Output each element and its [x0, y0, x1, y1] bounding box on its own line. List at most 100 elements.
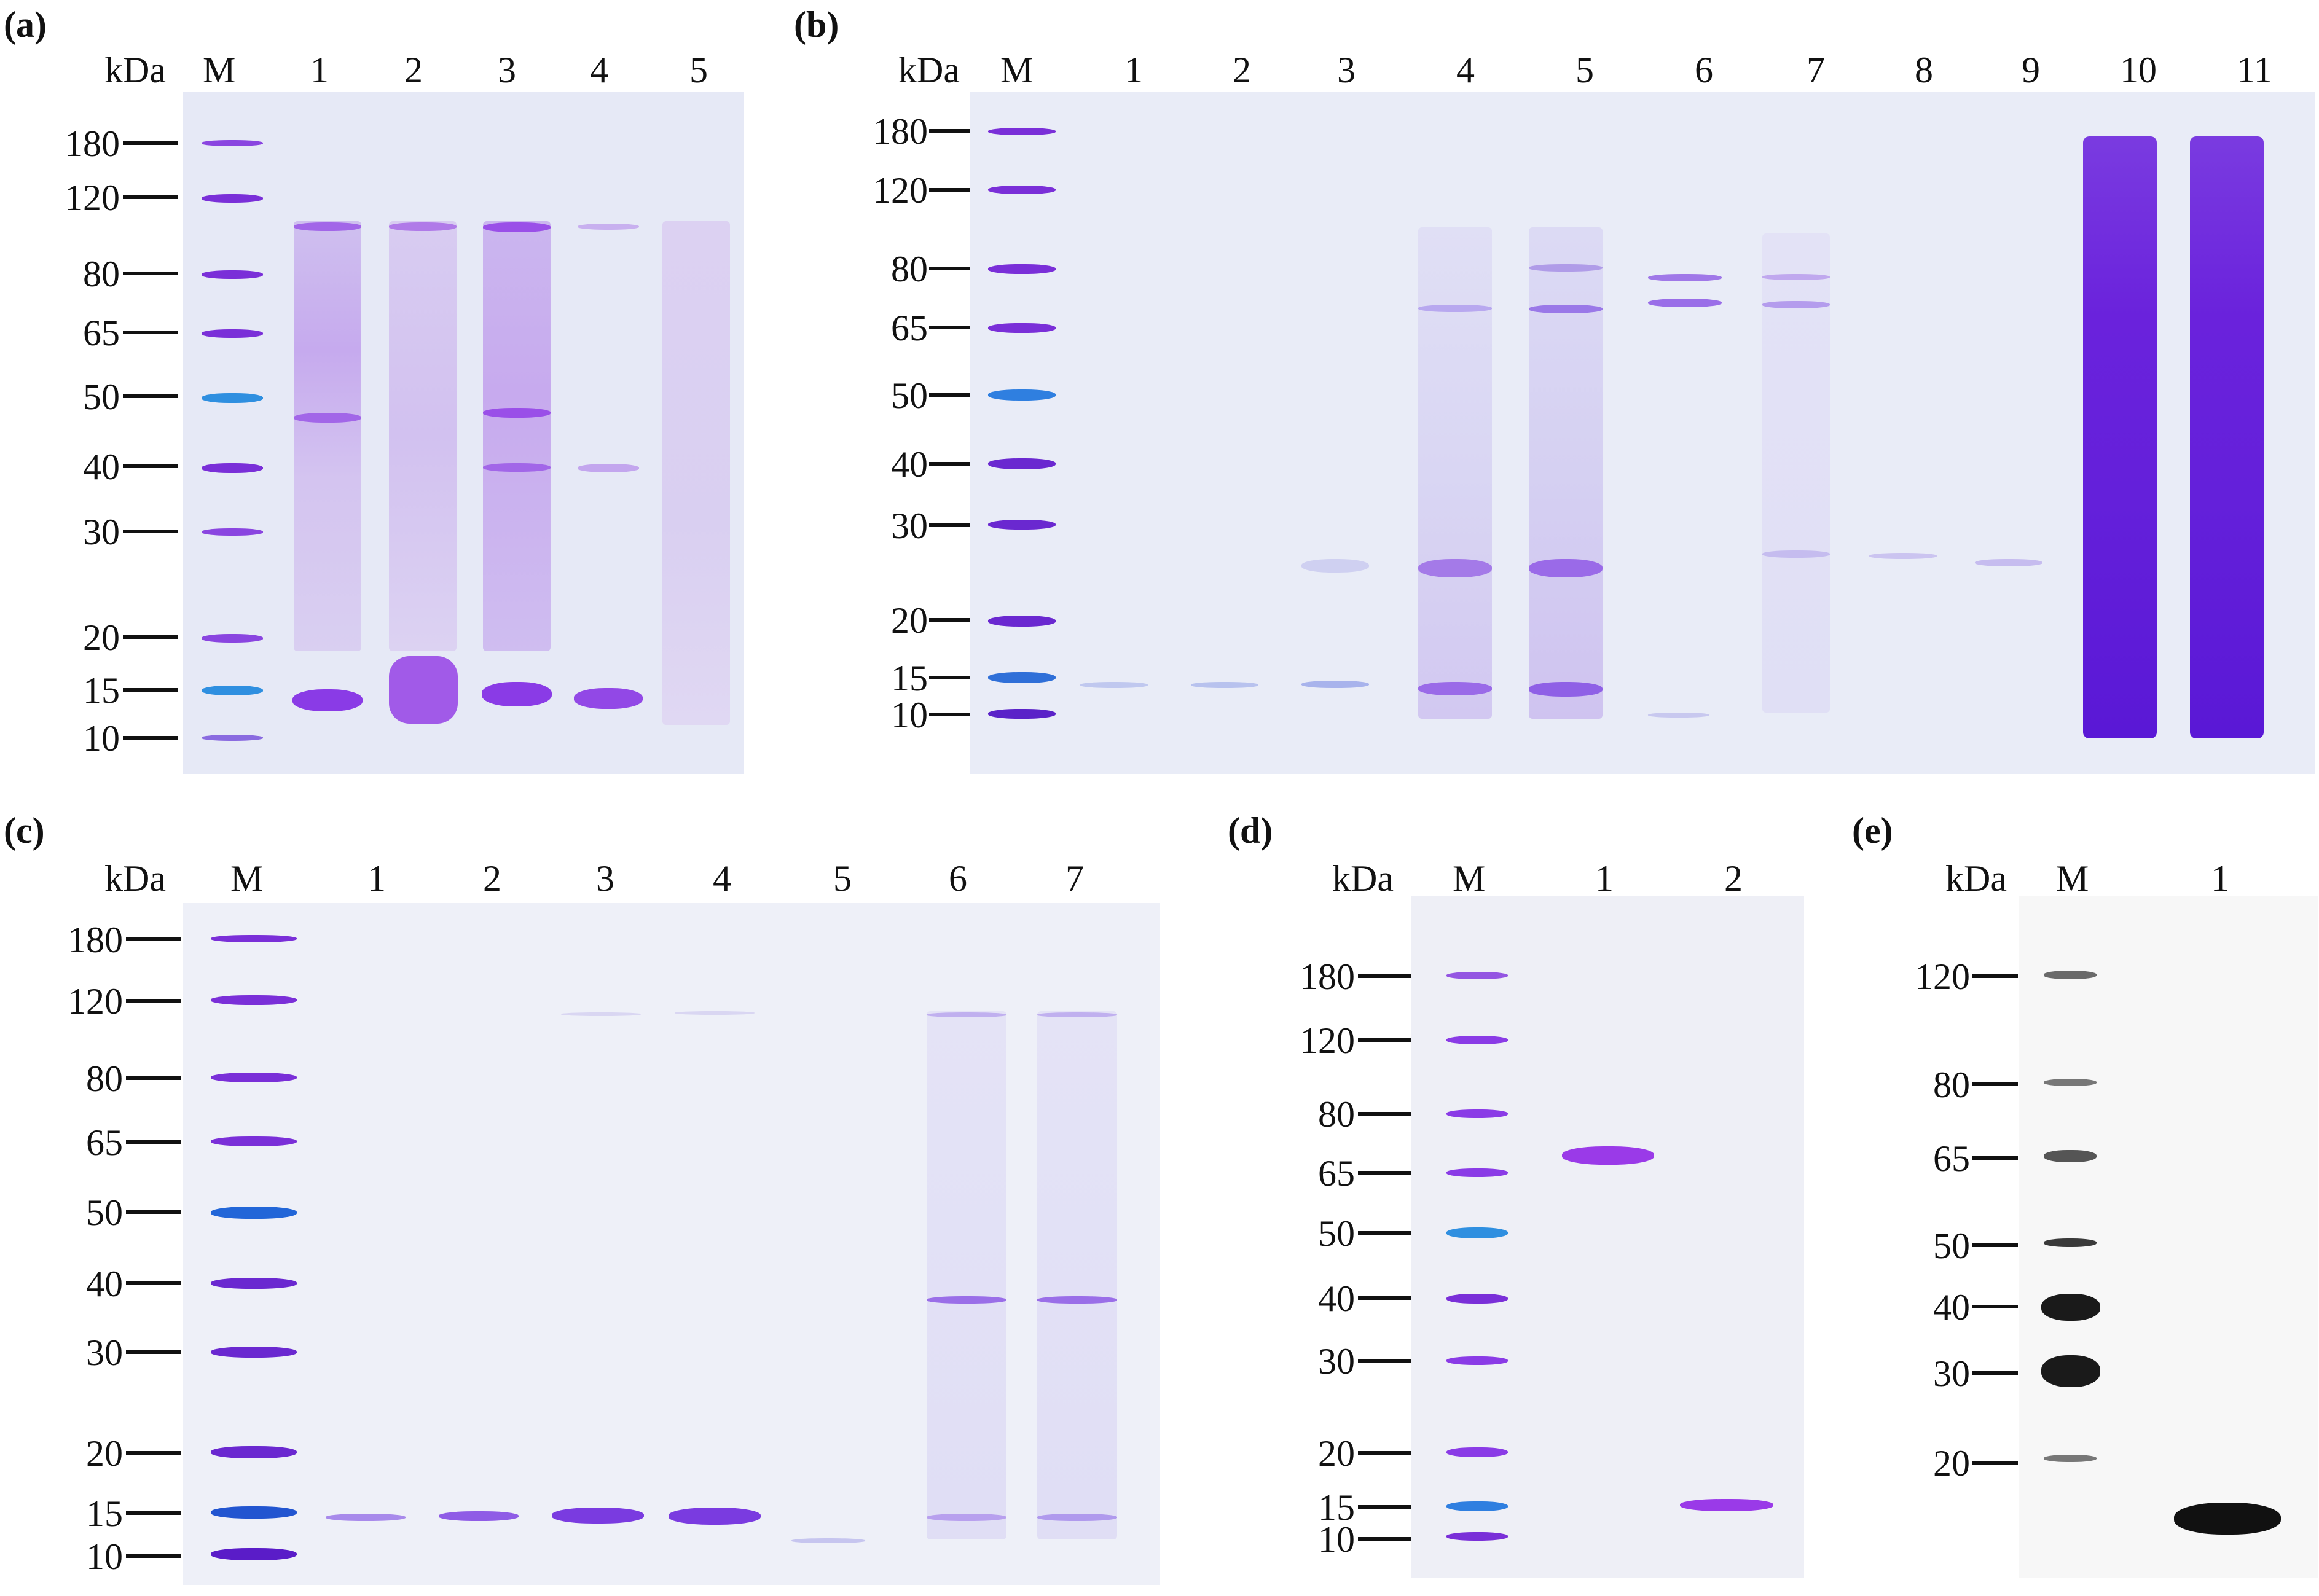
- lane-label: 1: [310, 50, 329, 90]
- panel-label-b: (b): [794, 4, 839, 45]
- gel-band: [1418, 682, 1492, 695]
- mw-tick: [1972, 1371, 2018, 1375]
- mw-tick: [929, 618, 986, 622]
- gel-band: [1037, 1514, 1117, 1521]
- marker-lane-label: M: [1453, 858, 1486, 899]
- mw-label: 50: [1933, 1226, 1970, 1266]
- mw-label: 40: [1318, 1278, 1355, 1319]
- mw-label: 50: [83, 377, 120, 417]
- mw-label: 30: [1318, 1341, 1355, 1382]
- gel-band: [1529, 305, 1603, 313]
- gel-band: [211, 1446, 297, 1458]
- unit-label: kDa: [1332, 858, 1394, 899]
- lane-label: 6: [949, 858, 967, 899]
- mw-label: 65: [1318, 1153, 1355, 1194]
- gel-band: [1529, 227, 1603, 719]
- mw-tick: [1358, 1038, 1413, 1042]
- gel-band: [202, 634, 263, 643]
- gel-band: [482, 682, 552, 706]
- mw-label: 10: [86, 1536, 123, 1577]
- mw-label: 120: [1300, 1020, 1355, 1061]
- lane-label: 1: [367, 858, 386, 899]
- lane-label: 11: [2237, 50, 2272, 90]
- unit-label: kDa: [104, 858, 166, 899]
- gel-band: [1869, 553, 1937, 559]
- gel-band: [988, 264, 1056, 274]
- mw-label: 80: [86, 1058, 123, 1099]
- gel-band: [1037, 1296, 1117, 1304]
- gel-band: [1301, 681, 1369, 688]
- gel-band: [1418, 227, 1492, 719]
- gel-band: [202, 686, 263, 695]
- mw-tick: [929, 676, 986, 679]
- gel-band: [1529, 682, 1603, 697]
- gel-band: [927, 1012, 1006, 1017]
- lane-label: 2: [1724, 858, 1743, 899]
- lane-label: 5: [689, 50, 708, 90]
- mw-label: 120: [65, 178, 120, 218]
- mw-label: 120: [873, 170, 928, 211]
- mw-label: 20: [1933, 1443, 1970, 1484]
- mw-label: 40: [83, 447, 120, 487]
- gel-band: [1648, 274, 1722, 281]
- mw-tick: [1972, 1461, 2018, 1465]
- gel-band: [483, 463, 551, 472]
- mw-tick: [929, 713, 986, 716]
- unit-label: kDa: [898, 50, 960, 90]
- gel-band: [1446, 1356, 1508, 1365]
- mw-tick: [929, 523, 986, 527]
- gel-band: [1762, 233, 1830, 713]
- gel-band: [927, 1514, 1006, 1521]
- mw-tick: [1972, 1156, 2018, 1160]
- gel-band: [574, 688, 643, 709]
- lane-label: 4: [1456, 50, 1475, 90]
- gel-band: [202, 528, 263, 536]
- gel-band: [1418, 305, 1492, 312]
- gel-band: [326, 1514, 406, 1521]
- gel-band: [483, 408, 551, 418]
- gel-band: [675, 1011, 755, 1015]
- marker-lane-label: M: [230, 858, 264, 899]
- gel-band: [2041, 1355, 2100, 1387]
- mw-tick: [1358, 1296, 1413, 1300]
- lane-label: 7: [1807, 50, 1825, 90]
- gel-band: [483, 222, 551, 232]
- lane-label: 8: [1915, 50, 1933, 90]
- mw-label: 120: [1915, 956, 1970, 997]
- mw-label: 80: [891, 249, 928, 289]
- mw-tick: [1358, 1171, 1413, 1175]
- gel-band: [2174, 1503, 2281, 1535]
- mw-tick: [126, 1281, 181, 1285]
- gel-band: [389, 221, 457, 651]
- mw-label: 65: [83, 313, 120, 353]
- lane-label: 2: [1233, 50, 1251, 90]
- lane-label: 5: [1575, 50, 1594, 90]
- mw-tick: [1972, 974, 2018, 978]
- mw-tick: [1358, 1359, 1413, 1363]
- mw-label: 30: [891, 506, 928, 546]
- gel-band: [988, 672, 1056, 683]
- mw-label: 120: [68, 981, 123, 1022]
- mw-tick: [929, 393, 986, 397]
- gel-band: [988, 186, 1056, 194]
- panel-label-c: (c): [4, 810, 45, 851]
- gel-band: [294, 222, 361, 231]
- gel-band: [211, 1347, 297, 1358]
- gel-band: [1037, 1012, 1117, 1017]
- lane-label: 2: [483, 858, 501, 899]
- marker-lane-label: M: [203, 50, 236, 90]
- mw-tick: [1358, 1231, 1413, 1235]
- mw-label: 15: [83, 670, 120, 711]
- mw-label: 180: [1300, 956, 1355, 997]
- gel-band: [988, 128, 1056, 135]
- gel-band: [1975, 559, 2042, 566]
- mw-tick: [126, 1076, 181, 1080]
- mw-tick: [123, 464, 178, 468]
- mw-label: 30: [86, 1332, 123, 1373]
- gel-image: [183, 903, 1160, 1585]
- lane-label: 2: [404, 50, 423, 90]
- unit-label: kDa: [104, 50, 166, 90]
- marker-lane-label: M: [1000, 50, 1034, 90]
- gel-band: [669, 1508, 761, 1525]
- mw-tick: [126, 1511, 181, 1515]
